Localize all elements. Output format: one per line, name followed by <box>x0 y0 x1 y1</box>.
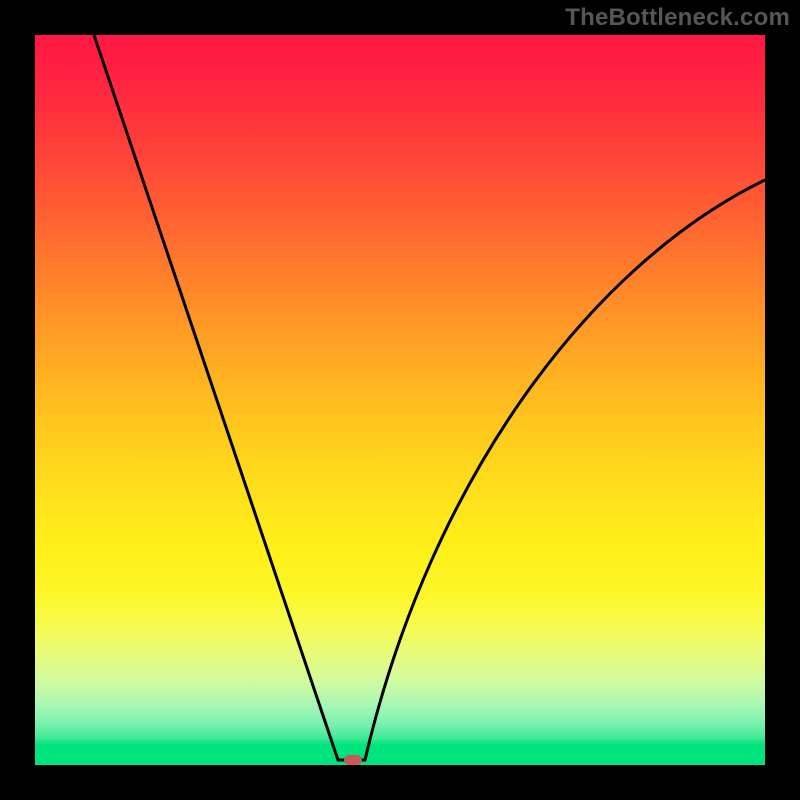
optimal-marker <box>344 755 362 765</box>
gradient-background <box>35 35 765 755</box>
plot-area <box>35 35 765 765</box>
watermark-text: TheBottleneck.com <box>565 4 790 32</box>
chart-frame: TheBottleneck.com <box>0 0 800 800</box>
bottleneck-chart <box>35 35 765 765</box>
solid-green-band <box>35 755 765 765</box>
